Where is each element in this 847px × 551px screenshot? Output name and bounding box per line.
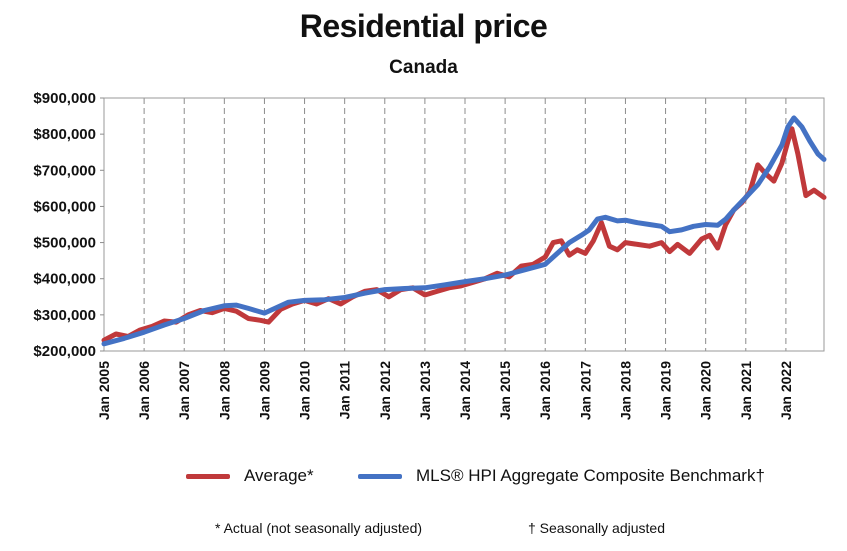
x-tick-label: Jan 2015 [497, 361, 513, 420]
x-tick-label: Jan 2016 [537, 361, 553, 420]
y-tick-label: $800,000 [33, 126, 96, 143]
x-tick-label: Jan 2014 [457, 361, 473, 420]
plot-frame [103, 97, 825, 352]
legend: Average* MLS® HPI Aggregate Composite Be… [0, 466, 847, 492]
x-tick-label: Jan 2020 [698, 361, 714, 420]
x-tick-label: Jan 2010 [297, 361, 313, 420]
x-tick-label: Jan 2012 [377, 361, 393, 420]
x-tick-label: Jan 2007 [176, 361, 192, 420]
y-tick-label: $700,000 [33, 162, 96, 179]
legend-label-mls-hpi: MLS® HPI Aggregate Composite Benchmark† [416, 466, 765, 485]
y-tick-label: $400,000 [33, 271, 96, 288]
legend-label-average: Average* [244, 466, 314, 485]
series-group [101, 115, 827, 347]
x-tick-label: Jan 2008 [216, 361, 232, 420]
series-line-mls-hpi-aggregate-composite-benchmark [101, 115, 827, 347]
x-tick-label: Jan 2006 [136, 361, 152, 420]
x-tick-label: Jan 2011 [337, 361, 353, 420]
y-tick-label: $300,000 [33, 307, 96, 324]
x-tick-label: Jan 2005 [96, 361, 112, 420]
x-tick-label: Jan 2021 [738, 361, 754, 420]
grid [143, 98, 787, 351]
y-tick-label: $200,000 [33, 343, 96, 360]
chart-subtitle: Canada [389, 57, 458, 78]
x-tick-label: Jan 2013 [417, 361, 433, 420]
chart-title: Residential price [299, 8, 548, 44]
x-tick-label: Jan 2019 [658, 361, 674, 420]
footnote-actual: * Actual (not seasonally adjusted) [215, 520, 423, 536]
x-axis: Jan 2005 Jan 2006 Jan 2007 Jan 2008 Jan 2009… [96, 361, 794, 420]
legend-swatch-average [186, 473, 230, 479]
x-tick-label: Jan 2022 [778, 361, 794, 420]
legend-item-mls-hpi: MLS® HPI Aggregate Composite Benchmark† [358, 466, 765, 486]
y-tick-label: $500,000 [33, 235, 96, 252]
x-tick-label: Jan 2009 [256, 361, 272, 420]
legend-swatch-mls-hpi [358, 473, 402, 479]
y-tick-label: $600,000 [33, 198, 96, 215]
y-tick-label: $900,000 [33, 90, 96, 107]
x-tick-label: Jan 2017 [577, 361, 593, 420]
x-tick-label: Jan 2018 [617, 361, 633, 420]
footnote-seasonal: † Seasonally adjusted [528, 520, 665, 536]
y-axis: $200,000 $300,000 $400,000 $500,000 $600,000… [33, 90, 104, 360]
legend-item-average: Average* [186, 466, 314, 486]
